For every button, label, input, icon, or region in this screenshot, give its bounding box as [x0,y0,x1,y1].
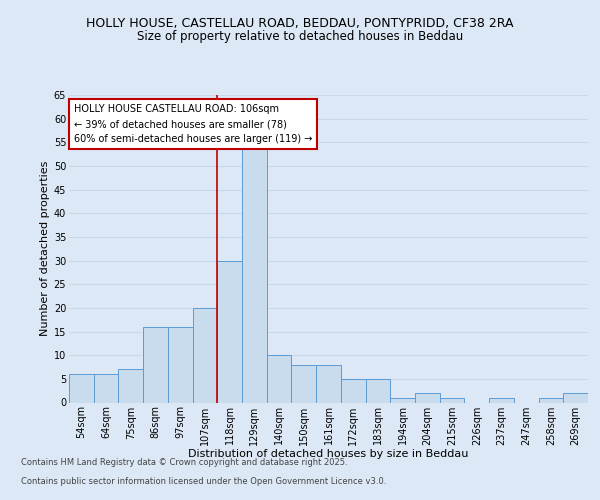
Y-axis label: Number of detached properties: Number of detached properties [40,161,50,336]
Text: HOLLY HOUSE, CASTELLAU ROAD, BEDDAU, PONTYPRIDD, CF38 2RA: HOLLY HOUSE, CASTELLAU ROAD, BEDDAU, PON… [86,18,514,30]
Bar [365,379,390,402]
Bar [489,398,514,402]
Bar [440,398,464,402]
Bar [415,393,440,402]
Bar [217,260,242,402]
Bar [168,327,193,402]
Bar [539,398,563,402]
Text: Size of property relative to detached houses in Beddau: Size of property relative to detached ho… [137,30,463,43]
Text: Contains HM Land Registry data © Crown copyright and database right 2025.: Contains HM Land Registry data © Crown c… [21,458,347,467]
Bar [193,308,217,402]
Bar [242,147,267,403]
Text: Contains public sector information licensed under the Open Government Licence v3: Contains public sector information licen… [21,476,386,486]
Bar [316,364,341,403]
Bar [94,374,118,402]
Text: HOLLY HOUSE CASTELLAU ROAD: 106sqm
← 39% of detached houses are smaller (78)
60%: HOLLY HOUSE CASTELLAU ROAD: 106sqm ← 39%… [74,104,313,144]
Bar [267,355,292,403]
Bar [292,364,316,403]
Bar [143,327,168,402]
X-axis label: Distribution of detached houses by size in Beddau: Distribution of detached houses by size … [188,449,469,459]
Bar [69,374,94,402]
Bar [390,398,415,402]
Bar [563,393,588,402]
Bar [118,370,143,402]
Bar [341,379,365,402]
